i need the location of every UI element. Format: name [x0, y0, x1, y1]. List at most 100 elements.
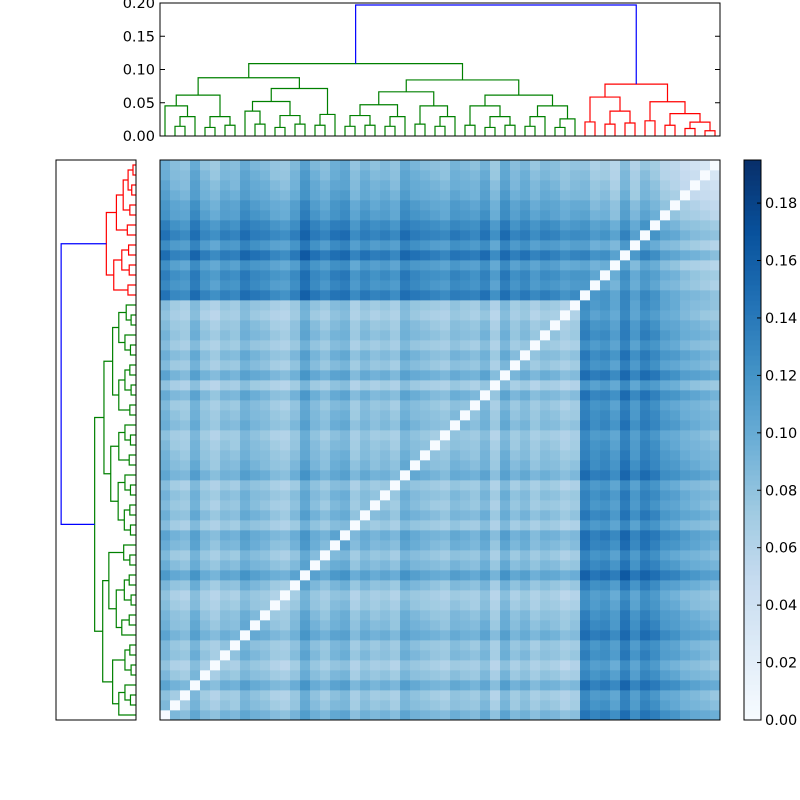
heatmap-cell: [710, 570, 721, 581]
heatmap-cell: [350, 480, 361, 491]
heatmap-cell: [630, 660, 641, 671]
heatmap-cell: [450, 330, 461, 341]
heatmap-cell: [670, 590, 681, 601]
heatmap-cell: [160, 290, 171, 301]
heatmap-cell: [510, 220, 521, 231]
heatmap-cell: [350, 630, 361, 641]
heatmap-cell: [700, 680, 711, 691]
heatmap-cell: [690, 660, 701, 671]
heatmap-cell: [470, 430, 481, 441]
heatmap-cell: [490, 330, 501, 341]
row-dendrogram-link: [131, 184, 136, 196]
heatmap-cell: [360, 270, 371, 281]
heatmap-cell: [220, 210, 231, 221]
heatmap-cell: [330, 650, 341, 661]
heatmap-cell: [570, 270, 581, 281]
heatmap-cell: [430, 570, 441, 581]
heatmap-cell: [610, 530, 621, 541]
heatmap-cell: [300, 550, 311, 561]
heatmap-cell: [490, 630, 501, 641]
heatmap-cell: [350, 370, 361, 381]
heatmap-cell: [670, 620, 681, 631]
heatmap-cell: [340, 550, 351, 561]
heatmap-cell: [350, 470, 361, 481]
heatmap-cell: [240, 380, 251, 391]
heatmap-cell: [650, 670, 661, 681]
heatmap-cell: [300, 670, 311, 681]
heatmap-cell: [640, 440, 651, 451]
heatmap-cell: [680, 460, 691, 471]
heatmap-cell: [440, 420, 451, 431]
heatmap-cell: [620, 620, 631, 631]
heatmap-cell: [360, 680, 371, 691]
heatmap-cell: [260, 390, 271, 401]
heatmap-cell: [350, 500, 361, 511]
heatmap-cell: [510, 180, 521, 191]
heatmap-cell: [500, 270, 511, 281]
heatmap-cell: [530, 330, 541, 341]
heatmap-cell: [380, 330, 391, 341]
heatmap-cell: [180, 650, 191, 661]
heatmap-cell: [380, 420, 391, 431]
heatmap-cell: [560, 190, 571, 201]
heatmap-cell: [380, 240, 391, 251]
heatmap-cell: [330, 420, 341, 431]
heatmap-cell: [160, 280, 171, 291]
heatmap-cell: [640, 470, 651, 481]
heatmap-cell: [520, 570, 531, 581]
heatmap-cell: [360, 420, 371, 431]
heatmap-cell: [240, 340, 251, 351]
heatmap-cell: [370, 220, 381, 231]
heatmap-cell: [460, 360, 471, 371]
heatmap-cell: [260, 580, 271, 591]
colorbar-segment: [744, 320, 761, 326]
heatmap-cell: [180, 560, 191, 571]
heatmap-cell: [660, 620, 671, 631]
heatmap-cell: [270, 490, 281, 501]
heatmap-cell: [670, 300, 681, 311]
heatmap-cell: [470, 330, 481, 341]
heatmap-cell: [400, 390, 411, 401]
heatmap-cell: [320, 420, 331, 431]
heatmap-cell: [230, 640, 241, 651]
heatmap-cell: [650, 200, 661, 211]
colorbar-segment: [744, 645, 761, 651]
heatmap-cell: [380, 500, 391, 511]
heatmap-cell: [320, 700, 331, 711]
heatmap-cell: [390, 510, 401, 521]
heatmap-cell: [550, 180, 561, 191]
heatmap-cell: [570, 380, 581, 391]
heatmap-cell: [500, 380, 511, 391]
heatmap-cell: [430, 370, 441, 381]
heatmap-cell: [460, 520, 471, 531]
heatmap-cell: [310, 510, 321, 521]
heatmap-cell: [220, 580, 231, 591]
colorbar-tick-label: 0.04: [765, 598, 797, 614]
row-dendrogram-link: [115, 589, 125, 629]
heatmap-cell: [240, 590, 251, 601]
heatmap-cell: [470, 530, 481, 541]
heatmap-cell: [590, 300, 601, 311]
heatmap-cell: [210, 660, 221, 671]
heatmap-cell: [470, 710, 481, 721]
heatmap-cell: [690, 260, 701, 271]
heatmap-cell: [490, 540, 501, 551]
heatmap-cell: [360, 460, 371, 471]
heatmap-cell: [430, 690, 441, 701]
heatmap-cell: [400, 560, 411, 571]
heatmap-cell: [300, 660, 311, 671]
heatmap-cell: [440, 520, 451, 531]
heatmap-cell: [520, 170, 531, 181]
heatmap-cell: [330, 190, 341, 201]
heatmap-cell: [470, 200, 481, 211]
heatmap-cell: [170, 430, 181, 441]
heatmap-cell: [360, 650, 371, 661]
heatmap-cell: [390, 690, 401, 701]
heatmap-cell: [310, 240, 321, 251]
heatmap-cell: [670, 370, 681, 381]
heatmap-cell: [430, 400, 441, 411]
heatmap-cell: [170, 280, 181, 291]
heatmap-cell: [220, 410, 231, 421]
heatmap-cell: [620, 680, 631, 691]
heatmap-cell: [440, 610, 451, 621]
